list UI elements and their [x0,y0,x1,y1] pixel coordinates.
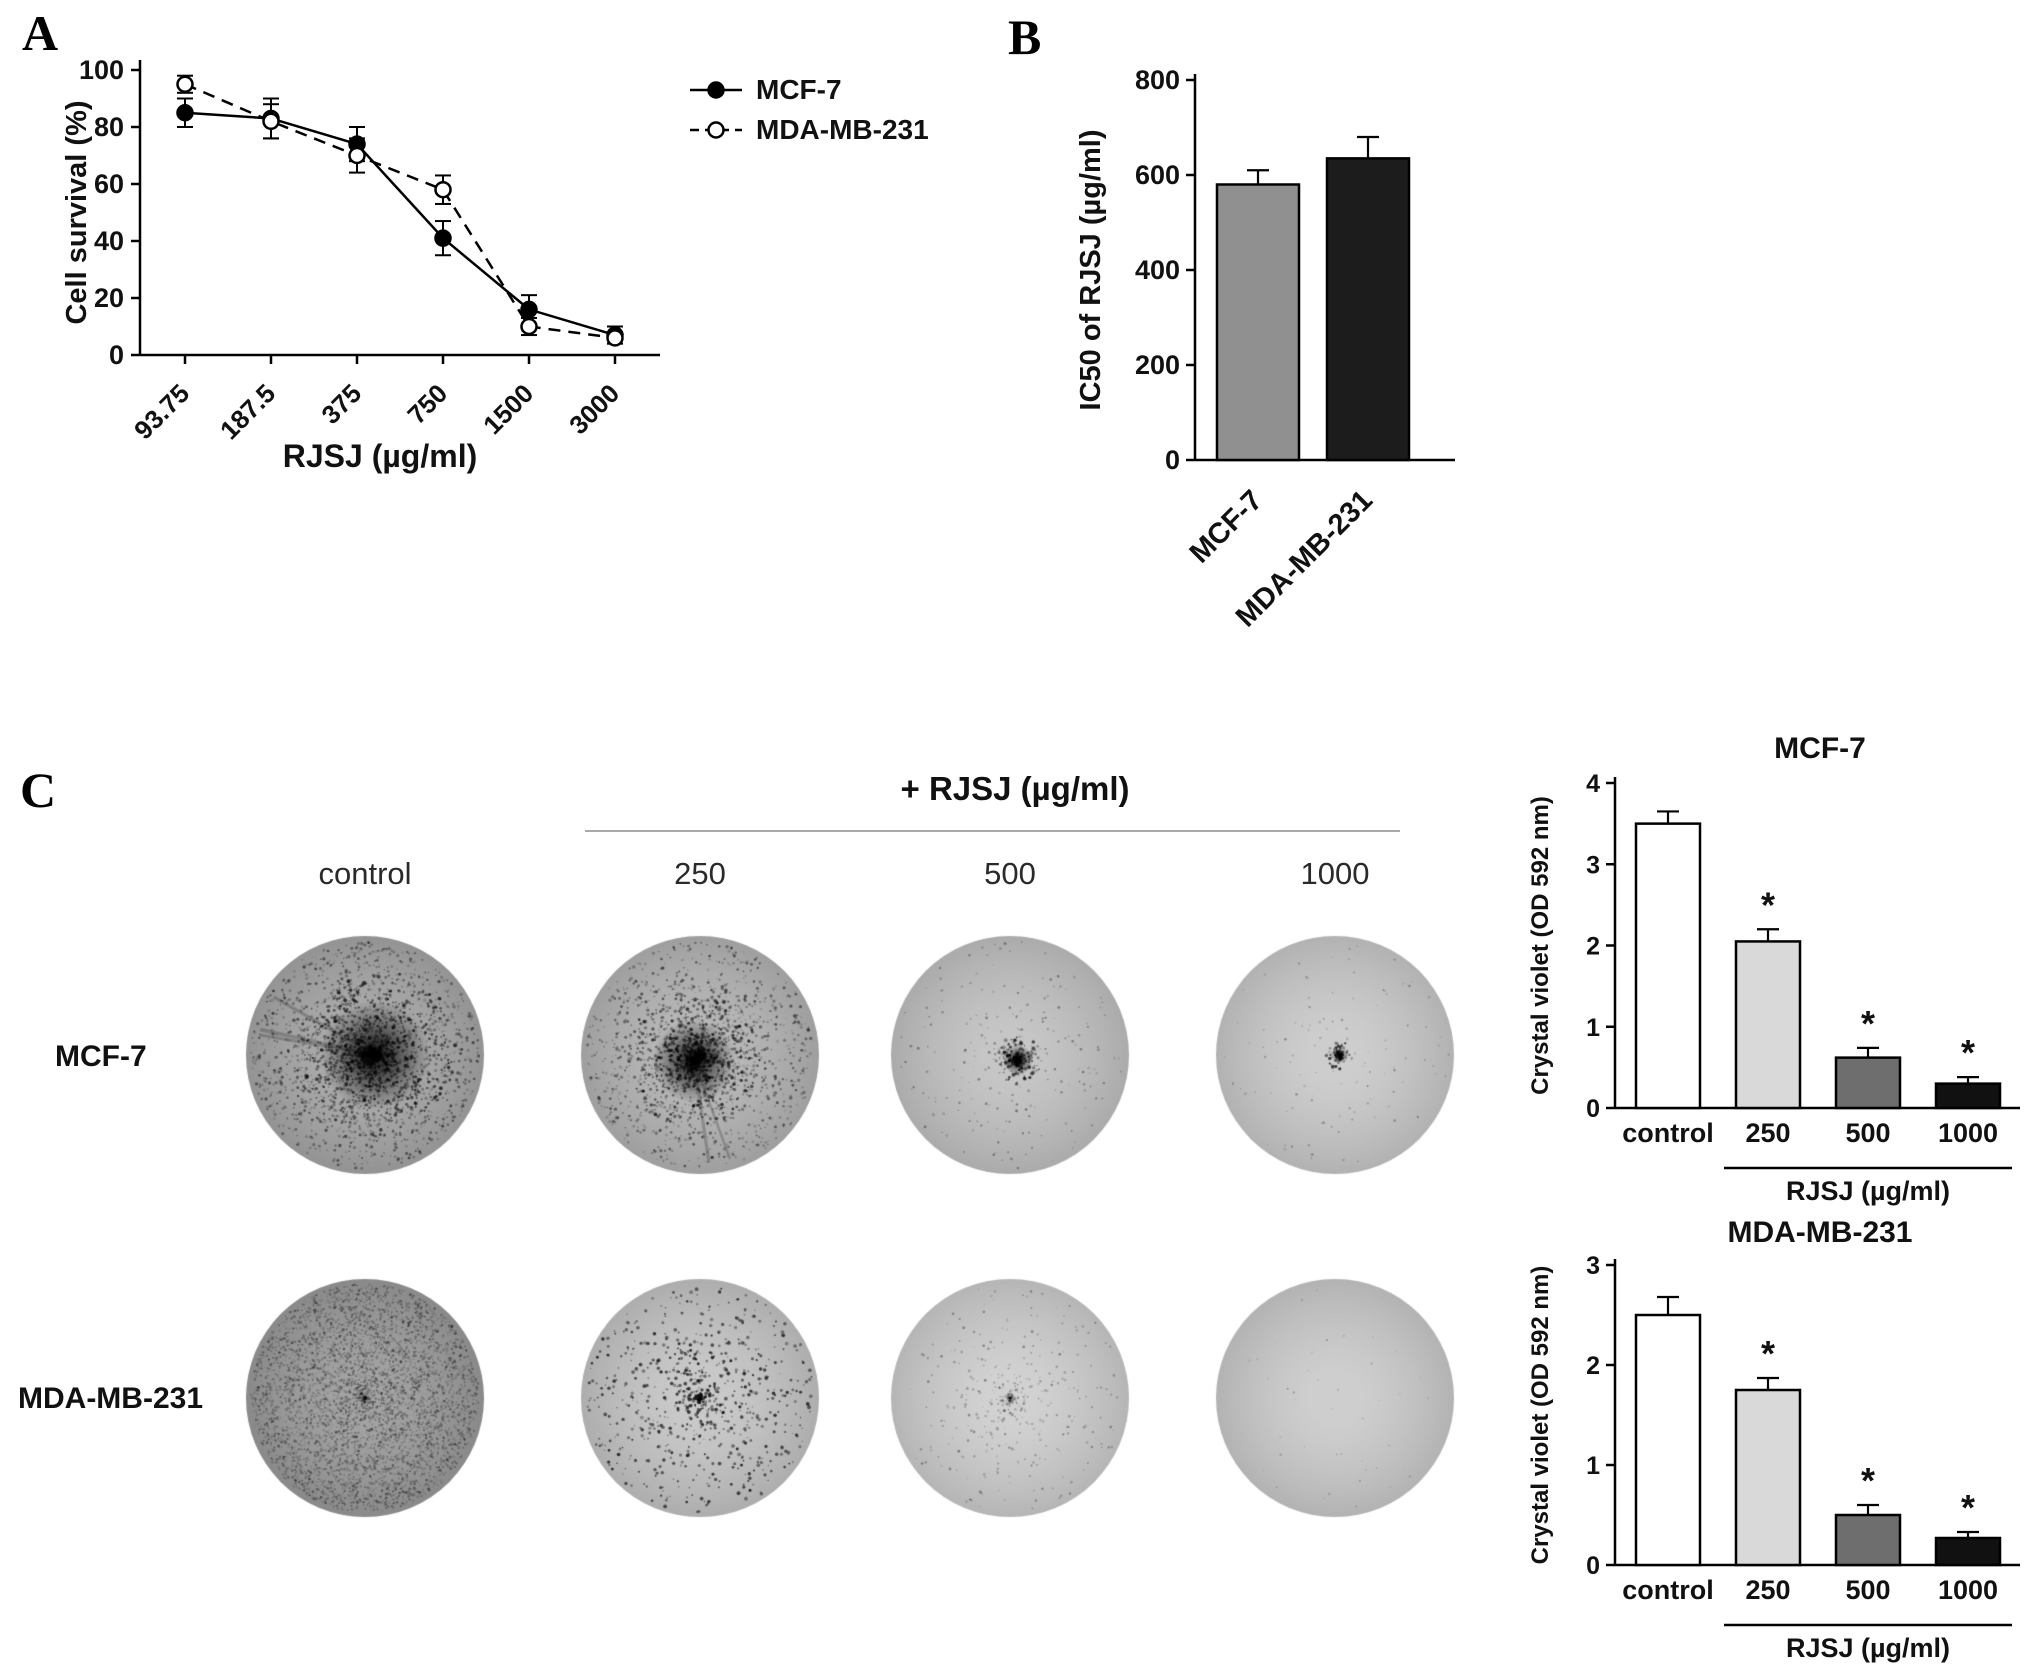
row-label-mda-mb-231: MDA-MB-231 [18,1382,204,1415]
svg-text:600: 600 [1135,160,1180,190]
svg-text:250: 250 [1745,1118,1790,1148]
column-label-500: 500 [984,856,1036,891]
svg-text:*: * [1761,1333,1775,1374]
svg-text:750: 750 [401,378,453,430]
svg-text:Crystal violet (OD 592 nm): Crystal violet (OD 592 nm) [1527,1266,1554,1565]
axes [131,60,660,364]
crystal-violet-mcf7-bar-chart: MCF-7 0 1 2 3 4 Crystal violet (OD 592 nm) cont… [1527,732,2020,1206]
svg-text:RJSJ (µg/ml): RJSJ (µg/ml) [1786,1176,1950,1206]
svg-text:control: control [1622,1575,1714,1605]
svg-text:0: 0 [1165,445,1180,475]
svg-text:*: * [1861,1003,1875,1044]
column-label-control: control [318,856,412,891]
panel-a-label: A [22,5,59,61]
colony-dish-mda-250 [580,1278,820,1518]
panel-b-label: B [1008,9,1042,65]
svg-text:1000: 1000 [1938,1575,1998,1605]
bars [1634,1295,2002,1567]
svg-text:RJSJ (µg/ml): RJSJ (µg/ml) [1786,1633,1950,1663]
svg-text:40: 40 [94,226,124,256]
bar-1000 [1934,1536,2002,1567]
svg-text:500: 500 [1845,1575,1890,1605]
svg-text:RJSJ (µg/ml): RJSJ (µg/ml) [283,438,477,474]
svg-text:Cell survival (%): Cell survival (%) [61,100,93,324]
bar-500 [1834,1056,1902,1110]
colony-dish-mcf7-1000 [1215,935,1455,1175]
bar-control [1634,822,1702,1110]
header-underline [585,830,1400,832]
svg-text:2: 2 [1586,1352,1600,1380]
colony-dish-mcf7-500 [890,935,1130,1175]
crystal-violet-mda-bar-chart: MDA-MB-231 0 1 2 3 Crystal violet (OD 592 nm)… [1527,1216,2020,1663]
bar-MDA-MB-231 [1325,157,1411,462]
svg-text:1000: 1000 [1938,1118,1998,1148]
svg-text:MCF-7: MCF-7 [1184,484,1269,569]
svg-text:control: control [1622,1118,1714,1148]
svg-text:200: 200 [1135,350,1180,380]
bar-500 [1834,1513,1902,1567]
svg-text:80: 80 [94,112,124,142]
svg-text:800: 800 [1135,65,1180,95]
rjsj-dose-header: + RJSJ (µg/ml) [900,770,1130,807]
svg-text:*: * [1961,1032,1975,1073]
svg-text:500: 500 [1845,1118,1890,1148]
svg-text:MDA-MB-231: MDA-MB-231 [1727,1216,1912,1249]
svg-text:100: 100 [79,55,124,85]
cell-survival-line-chart: 0 20 40 60 80 100 93.75 187.5 375 750 1500 3000 RJSJ… [61,55,929,474]
svg-text:0: 0 [109,340,124,370]
svg-text:187.5: 187.5 [214,378,281,445]
svg-text:3: 3 [1586,1252,1600,1280]
colony-dish-mda-1000 [1215,1278,1455,1518]
svg-text:93.75: 93.75 [128,378,195,445]
svg-text:1: 1 [1586,1014,1600,1042]
svg-text:MCF-7: MCF-7 [1774,732,1866,765]
svg-text:250: 250 [1745,1575,1790,1605]
panel-c-label: C [20,762,57,818]
svg-text:*: * [1761,884,1775,925]
svg-text:3: 3 [1586,851,1600,879]
svg-text:*: * [1961,1487,1975,1528]
svg-text:1: 1 [1586,1452,1600,1480]
bar-250 [1734,940,1802,1110]
bar-250 [1734,1388,1802,1567]
series-MCF-7 [176,97,624,345]
svg-text:4: 4 [1586,770,1600,798]
column-label-1000: 1000 [1300,856,1370,891]
column-label-250: 250 [674,856,726,891]
colony-dish-mda-control [245,1278,485,1518]
svg-text:20: 20 [94,283,124,313]
svg-text:Crystal violet (OD 592 nm): Crystal violet (OD 592 nm) [1527,796,1554,1095]
colony-dish-mcf7-control [245,935,485,1175]
svg-text:MDA-MB-231: MDA-MB-231 [756,114,929,145]
legend: MCF-7 MDA-MB-231 [690,74,929,145]
bars [1215,135,1411,462]
bars [1634,810,2002,1110]
series-MDA-MB-231 [176,74,624,347]
bar-1000 [1934,1082,2002,1110]
svg-text:400: 400 [1135,255,1180,285]
svg-text:3000: 3000 [563,378,625,440]
svg-text:IC50 of RJSJ (µg/ml): IC50 of RJSJ (µg/ml) [1075,130,1107,411]
colony-dish-mda-500 [890,1278,1130,1518]
svg-text:1500: 1500 [477,378,539,440]
row-label-mcf7: MCF-7 [55,1040,147,1073]
svg-text:*: * [1861,1460,1875,1501]
svg-text:MCF-7: MCF-7 [756,74,842,105]
bar-control [1634,1313,1702,1567]
colony-dish-mcf7-250 [580,935,820,1175]
svg-text:375: 375 [315,378,367,430]
svg-text:2: 2 [1586,933,1600,961]
svg-text:0: 0 [1586,1095,1600,1123]
svg-text:60: 60 [94,169,124,199]
svg-text:0: 0 [1586,1552,1600,1580]
bar-MCF-7 [1215,183,1301,462]
